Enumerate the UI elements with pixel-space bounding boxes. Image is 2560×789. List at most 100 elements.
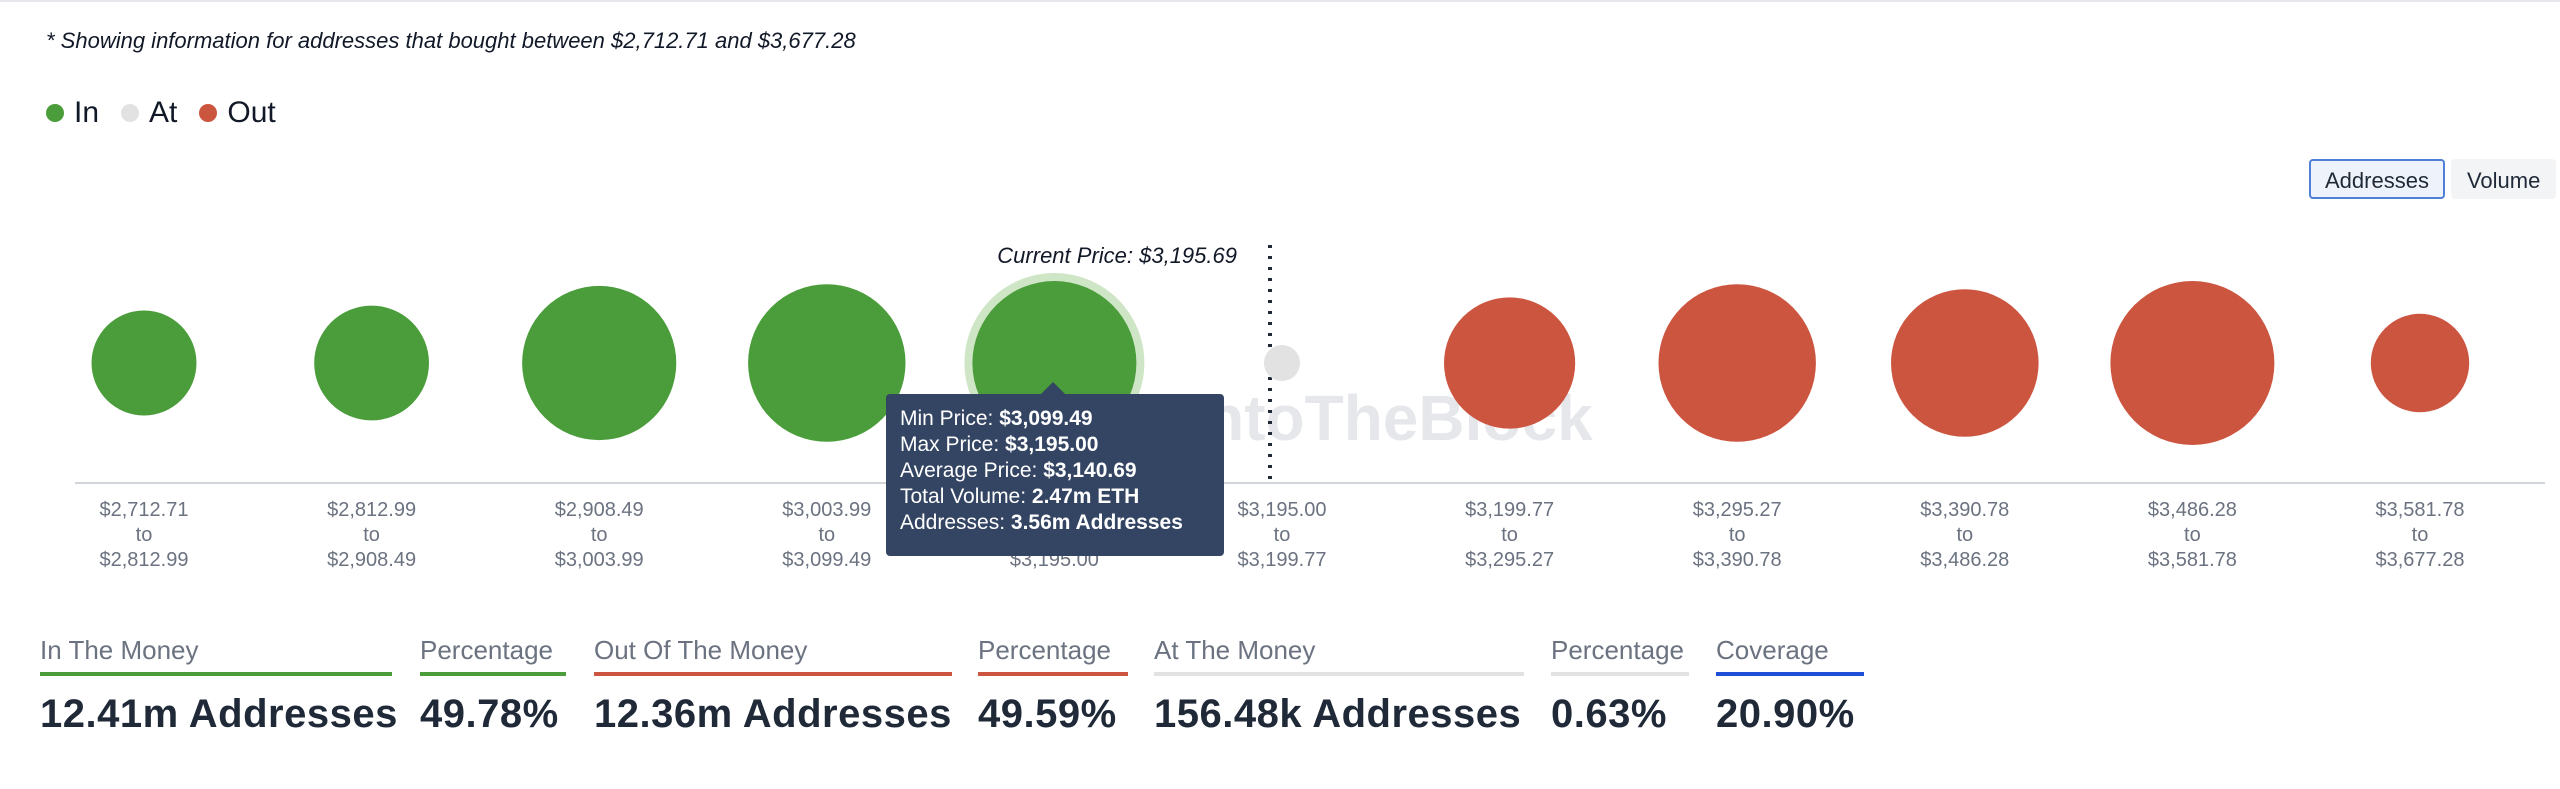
x-label-to: to — [1956, 524, 1973, 546]
x-label-to: to — [136, 524, 153, 546]
x-label-high: $3,199.77 — [1238, 549, 1327, 571]
metric-out-of-the-money: Out Of The Money 12.36m Addresses — [594, 630, 952, 737]
metric-at-percentage: Percentage 0.63% — [1551, 630, 1689, 737]
legend-dot-out — [199, 104, 218, 122]
x-label-high: $3,390.78 — [1693, 549, 1782, 571]
legend-label-in: In — [74, 96, 100, 129]
x-label-high: $3,677.28 — [2376, 549, 2465, 571]
metric-value: 20.90% — [1716, 692, 1855, 736]
metric-label: In The Money — [40, 635, 199, 665]
addresses-toggle-button[interactable]: Addresses — [2309, 159, 2445, 199]
tooltip-max-row: Max Price: $3,195.00 — [900, 432, 1210, 458]
metric-bar — [594, 672, 952, 676]
metric-bar — [1154, 672, 1524, 676]
x-label-high: $3,099.49 — [782, 549, 871, 571]
tooltip-addresses-label: Addresses: — [900, 511, 1011, 534]
x-label-to: to — [2184, 524, 2201, 546]
tooltip-avg-row: Average Price: $3,140.69 — [900, 458, 1210, 484]
bubble-at-5[interactable] — [1263, 344, 1301, 382]
x-label-high: $3,581.78 — [2148, 549, 2237, 571]
metric-bar — [40, 672, 392, 676]
x-label-low: $3,199.77 — [1465, 499, 1554, 521]
x-label-low: $2,908.49 — [555, 499, 644, 521]
metric-label: Percentage — [1551, 635, 1684, 665]
tooltip-max-label: Max Price: — [900, 433, 1006, 456]
metric-value: 12.36m Addresses — [594, 692, 952, 736]
x-label-low: $3,295.27 — [1693, 499, 1782, 521]
view-toggle: Addresses Volume — [2309, 159, 2557, 199]
top-divider — [0, 0, 2560, 2]
bubble-out-9[interactable] — [2110, 281, 2275, 445]
range-note: * Showing information for addresses that… — [46, 28, 856, 53]
metric-bar — [1551, 672, 1689, 676]
metric-value: 49.59% — [978, 692, 1117, 736]
metric-label: Coverage — [1716, 635, 1829, 665]
current-price-label: Current Price: $3,195.69 — [997, 243, 1237, 268]
tooltip-addresses-row: Addresses: 3.56m Addresses — [900, 510, 1210, 536]
x-label-low: $3,195.00 — [1238, 499, 1327, 521]
x-label-to: to — [1729, 524, 1746, 546]
metric-label: At The Money — [1154, 635, 1316, 665]
x-label-high: $3,486.28 — [1920, 549, 2009, 571]
legend-item-out[interactable]: Out — [199, 96, 276, 130]
metric-value: 0.63% — [1551, 692, 1667, 736]
tooltip-caret — [1041, 382, 1065, 394]
x-labels-group: $2,712.71 to $2,812.99 $2,812.99 to $2,908.49… — [100, 499, 2465, 571]
x-label-high: $2,908.49 — [327, 549, 416, 571]
tooltip-min-label: Min Price: — [900, 407, 1000, 430]
legend-item-in[interactable]: In — [46, 96, 99, 130]
x-label-low: $3,486.28 — [2148, 499, 2237, 521]
tooltip-avg-label: Average Price: — [900, 459, 1044, 482]
metric-bar — [420, 672, 566, 676]
x-label-low: $3,003.99 — [782, 499, 871, 521]
metric-value: 49.78% — [420, 692, 559, 736]
bubble-out-7[interactable] — [1658, 284, 1816, 442]
x-label-low: $2,812.99 — [327, 499, 416, 521]
tooltip-min-value: $3,099.49 — [999, 407, 1093, 430]
tooltip-min-row: Min Price: $3,099.49 — [900, 406, 1210, 432]
x-label-high: $2,812.99 — [100, 549, 189, 571]
metric-out-percentage: Percentage 49.59% — [978, 630, 1128, 737]
bubble-in-0[interactable] — [91, 310, 197, 416]
legend-dot-in — [46, 104, 64, 122]
metric-in-percentage: Percentage 49.78% — [420, 630, 566, 737]
legend-label-out: Out — [227, 96, 276, 129]
summary-metrics: In The Money 12.41m Addresses Percentage… — [0, 630, 2560, 760]
x-label-to: to — [591, 524, 608, 546]
x-label-to: to — [2412, 524, 2429, 546]
bubble-out-10[interactable] — [2370, 313, 2470, 413]
metric-value: 156.48k Addresses — [1154, 692, 1522, 736]
metric-value: 12.41m Addresses — [40, 692, 398, 736]
legend: In At Out — [46, 96, 276, 130]
tooltip-addresses-value: 3.56m Addresses — [1010, 511, 1183, 534]
range-tooltip: Min Price: $3,099.49 Max Price: $3,195.0… — [886, 394, 1224, 556]
bubble-in-2[interactable] — [522, 285, 677, 441]
bubble-out-6[interactable] — [1444, 297, 1576, 429]
metric-bar — [1716, 672, 1864, 676]
tooltip-avg-value: $3,140.69 — [1043, 459, 1137, 482]
metric-label: Out Of The Money — [594, 635, 808, 665]
x-label-to: to — [818, 524, 835, 546]
metric-in-the-money: In The Money 12.41m Addresses — [40, 630, 398, 737]
metric-label: Percentage — [978, 635, 1111, 665]
x-label-to: to — [1501, 524, 1518, 546]
legend-dot-at — [121, 104, 140, 122]
bubble-in-3[interactable] — [748, 284, 906, 442]
metric-bar — [978, 672, 1128, 676]
tooltip-max-value: $3,195.00 — [1005, 433, 1099, 456]
legend-item-at[interactable]: At — [121, 96, 177, 130]
x-label-high: $3,003.99 — [555, 549, 644, 571]
bubble-out-8[interactable] — [1891, 289, 2039, 437]
legend-label-at: At — [149, 96, 178, 129]
tooltip-volume-label: Total Volume: — [900, 485, 1032, 508]
x-label-low: $2,712.71 — [100, 499, 189, 521]
x-label-to: to — [1274, 524, 1291, 546]
iomap-chart: IntoTheBlock Current Price: $3,195.69 $2… — [75, 243, 2545, 571]
tooltip-volume-value: 2.47m ETH — [1031, 485, 1140, 508]
volume-toggle-button[interactable]: Volume — [2450, 159, 2557, 199]
x-label-low: $3,581.78 — [2376, 499, 2465, 521]
bubble-in-1[interactable] — [314, 305, 429, 421]
metric-at-the-money: At The Money 156.48k Addresses — [1154, 630, 1524, 737]
tooltip-volume-row: Total Volume: 2.47m ETH — [900, 484, 1210, 510]
x-label-high: $3,295.27 — [1465, 549, 1554, 571]
